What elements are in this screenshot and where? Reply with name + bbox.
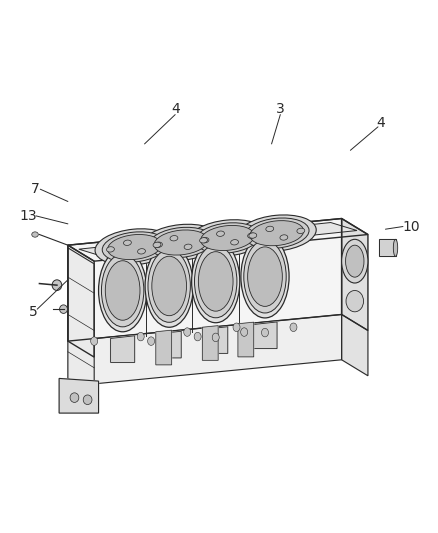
Ellipse shape — [261, 328, 268, 337]
Text: 10: 10 — [403, 220, 420, 233]
Ellipse shape — [105, 261, 140, 320]
Polygon shape — [110, 336, 135, 362]
Ellipse shape — [200, 238, 208, 243]
Ellipse shape — [194, 245, 237, 318]
Ellipse shape — [280, 235, 288, 240]
Ellipse shape — [290, 323, 297, 332]
Ellipse shape — [152, 256, 187, 316]
Ellipse shape — [154, 230, 208, 255]
Ellipse shape — [70, 393, 79, 402]
Ellipse shape — [102, 232, 167, 262]
Polygon shape — [202, 326, 218, 360]
Ellipse shape — [249, 233, 257, 238]
Text: 7: 7 — [31, 182, 39, 196]
Ellipse shape — [241, 236, 289, 318]
Polygon shape — [204, 327, 228, 353]
Polygon shape — [68, 219, 342, 341]
Text: 5: 5 — [28, 305, 37, 319]
Ellipse shape — [106, 247, 114, 252]
Ellipse shape — [138, 249, 145, 254]
Ellipse shape — [201, 225, 254, 251]
Ellipse shape — [231, 240, 239, 245]
Ellipse shape — [198, 252, 233, 311]
Ellipse shape — [52, 280, 62, 290]
Ellipse shape — [188, 220, 267, 256]
Ellipse shape — [346, 290, 364, 312]
Ellipse shape — [266, 226, 274, 231]
Ellipse shape — [184, 328, 191, 336]
Polygon shape — [68, 341, 94, 402]
Ellipse shape — [247, 247, 283, 306]
Ellipse shape — [153, 242, 161, 247]
Ellipse shape — [244, 240, 286, 313]
Polygon shape — [238, 322, 254, 357]
Ellipse shape — [393, 239, 398, 256]
Ellipse shape — [141, 224, 220, 261]
Ellipse shape — [195, 223, 260, 253]
Polygon shape — [79, 223, 357, 257]
Polygon shape — [379, 239, 396, 256]
Ellipse shape — [102, 254, 144, 327]
Polygon shape — [68, 314, 342, 386]
Ellipse shape — [250, 221, 304, 246]
Ellipse shape — [155, 242, 162, 247]
Ellipse shape — [184, 244, 192, 249]
Ellipse shape — [201, 238, 209, 243]
Ellipse shape — [194, 333, 201, 341]
Ellipse shape — [148, 337, 155, 345]
Text: 13: 13 — [20, 209, 37, 223]
Polygon shape — [68, 248, 94, 394]
Ellipse shape — [83, 395, 92, 405]
Polygon shape — [253, 322, 277, 349]
Polygon shape — [59, 378, 99, 413]
Ellipse shape — [99, 249, 147, 332]
Polygon shape — [157, 331, 181, 358]
Ellipse shape — [237, 215, 316, 252]
Polygon shape — [342, 219, 368, 330]
Ellipse shape — [216, 231, 224, 236]
Ellipse shape — [342, 239, 368, 283]
Ellipse shape — [137, 333, 144, 341]
Ellipse shape — [244, 218, 309, 248]
Text: 4: 4 — [171, 102, 180, 116]
Ellipse shape — [346, 245, 364, 277]
Ellipse shape — [241, 328, 248, 336]
Ellipse shape — [95, 229, 174, 265]
Ellipse shape — [148, 249, 191, 322]
Polygon shape — [68, 219, 368, 261]
Ellipse shape — [60, 305, 67, 313]
Polygon shape — [156, 330, 172, 365]
Text: 3: 3 — [276, 102, 285, 116]
Ellipse shape — [108, 235, 161, 260]
Ellipse shape — [145, 245, 193, 327]
Ellipse shape — [32, 232, 38, 237]
Polygon shape — [68, 245, 94, 357]
Ellipse shape — [91, 337, 98, 345]
Polygon shape — [342, 314, 368, 376]
Ellipse shape — [233, 323, 240, 332]
Ellipse shape — [124, 240, 131, 245]
Ellipse shape — [247, 233, 255, 238]
Ellipse shape — [149, 227, 213, 258]
Ellipse shape — [297, 228, 305, 233]
Ellipse shape — [212, 333, 219, 342]
Ellipse shape — [192, 240, 240, 323]
Text: 4: 4 — [377, 116, 385, 130]
Ellipse shape — [170, 236, 178, 241]
